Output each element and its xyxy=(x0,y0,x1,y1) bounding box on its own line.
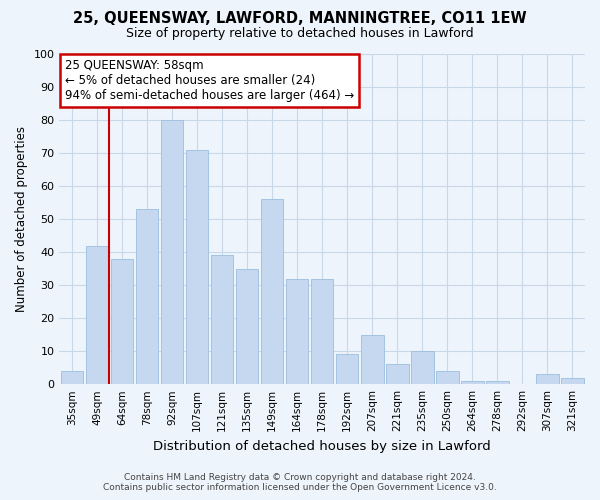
Text: 25, QUEENSWAY, LAWFORD, MANNINGTREE, CO11 1EW: 25, QUEENSWAY, LAWFORD, MANNINGTREE, CO1… xyxy=(73,11,527,26)
Bar xyxy=(86,246,108,384)
Text: Contains HM Land Registry data © Crown copyright and database right 2024.
Contai: Contains HM Land Registry data © Crown c… xyxy=(103,473,497,492)
Bar xyxy=(386,364,409,384)
Bar xyxy=(236,268,259,384)
Text: Size of property relative to detached houses in Lawford: Size of property relative to detached ho… xyxy=(126,28,474,40)
Bar xyxy=(61,371,83,384)
Bar xyxy=(286,278,308,384)
Text: 25 QUEENSWAY: 58sqm
← 5% of detached houses are smaller (24)
94% of semi-detache: 25 QUEENSWAY: 58sqm ← 5% of detached hou… xyxy=(65,59,354,102)
Bar xyxy=(411,351,434,384)
Bar xyxy=(111,258,133,384)
Bar xyxy=(436,371,458,384)
Bar xyxy=(561,378,584,384)
X-axis label: Distribution of detached houses by size in Lawford: Distribution of detached houses by size … xyxy=(154,440,491,452)
Bar xyxy=(361,334,383,384)
Bar xyxy=(311,278,334,384)
Y-axis label: Number of detached properties: Number of detached properties xyxy=(15,126,28,312)
Bar xyxy=(211,256,233,384)
Bar xyxy=(136,209,158,384)
Bar xyxy=(261,200,283,384)
Bar xyxy=(186,150,208,384)
Bar xyxy=(461,381,484,384)
Bar xyxy=(336,354,358,384)
Bar xyxy=(486,381,509,384)
Bar xyxy=(161,120,184,384)
Bar xyxy=(536,374,559,384)
